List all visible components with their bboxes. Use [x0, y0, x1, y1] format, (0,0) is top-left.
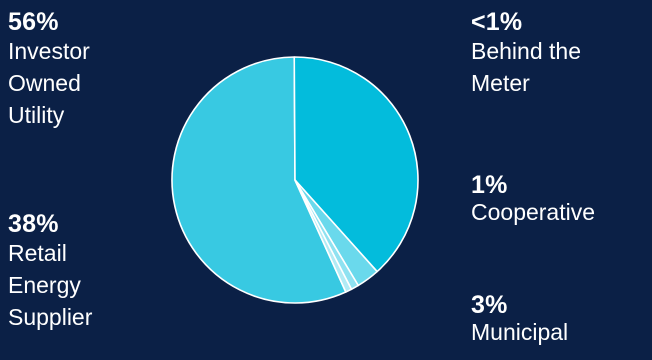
name-investor-owned-utility: Investor Owned Utility [8, 38, 90, 128]
label-municipal: 3% Municipal [471, 293, 568, 348]
pie-slice-retail-energy-supplier [293, 56, 419, 273]
label-retail-energy-supplier: 38% Retail Energy Supplier [8, 212, 92, 333]
name-behind-the-meter: Behind the Meter [471, 38, 581, 96]
percent-investor-owned-utility: 56% [8, 8, 59, 36]
percent-retail-energy-supplier: 38% [8, 210, 59, 238]
pie-slice-investor-owned-utility [171, 56, 347, 304]
name-municipal: Municipal [471, 319, 569, 345]
pie-chart [171, 56, 419, 304]
pie-slice-behind-the-meter [294, 179, 353, 293]
percent-cooperative: 1% [471, 171, 508, 199]
label-investor-owned-utility: 56% Investor Owned Utility [8, 10, 90, 131]
percent-municipal: 3% [471, 291, 508, 319]
name-cooperative: Cooperative [471, 199, 596, 225]
label-behind-the-meter: <1% Behind the Meter [471, 10, 581, 99]
name-retail-energy-supplier: Retail Energy Supplier [8, 240, 93, 330]
label-cooperative: 1% Cooperative [471, 173, 595, 228]
percent-behind-the-meter: <1% [471, 8, 523, 36]
